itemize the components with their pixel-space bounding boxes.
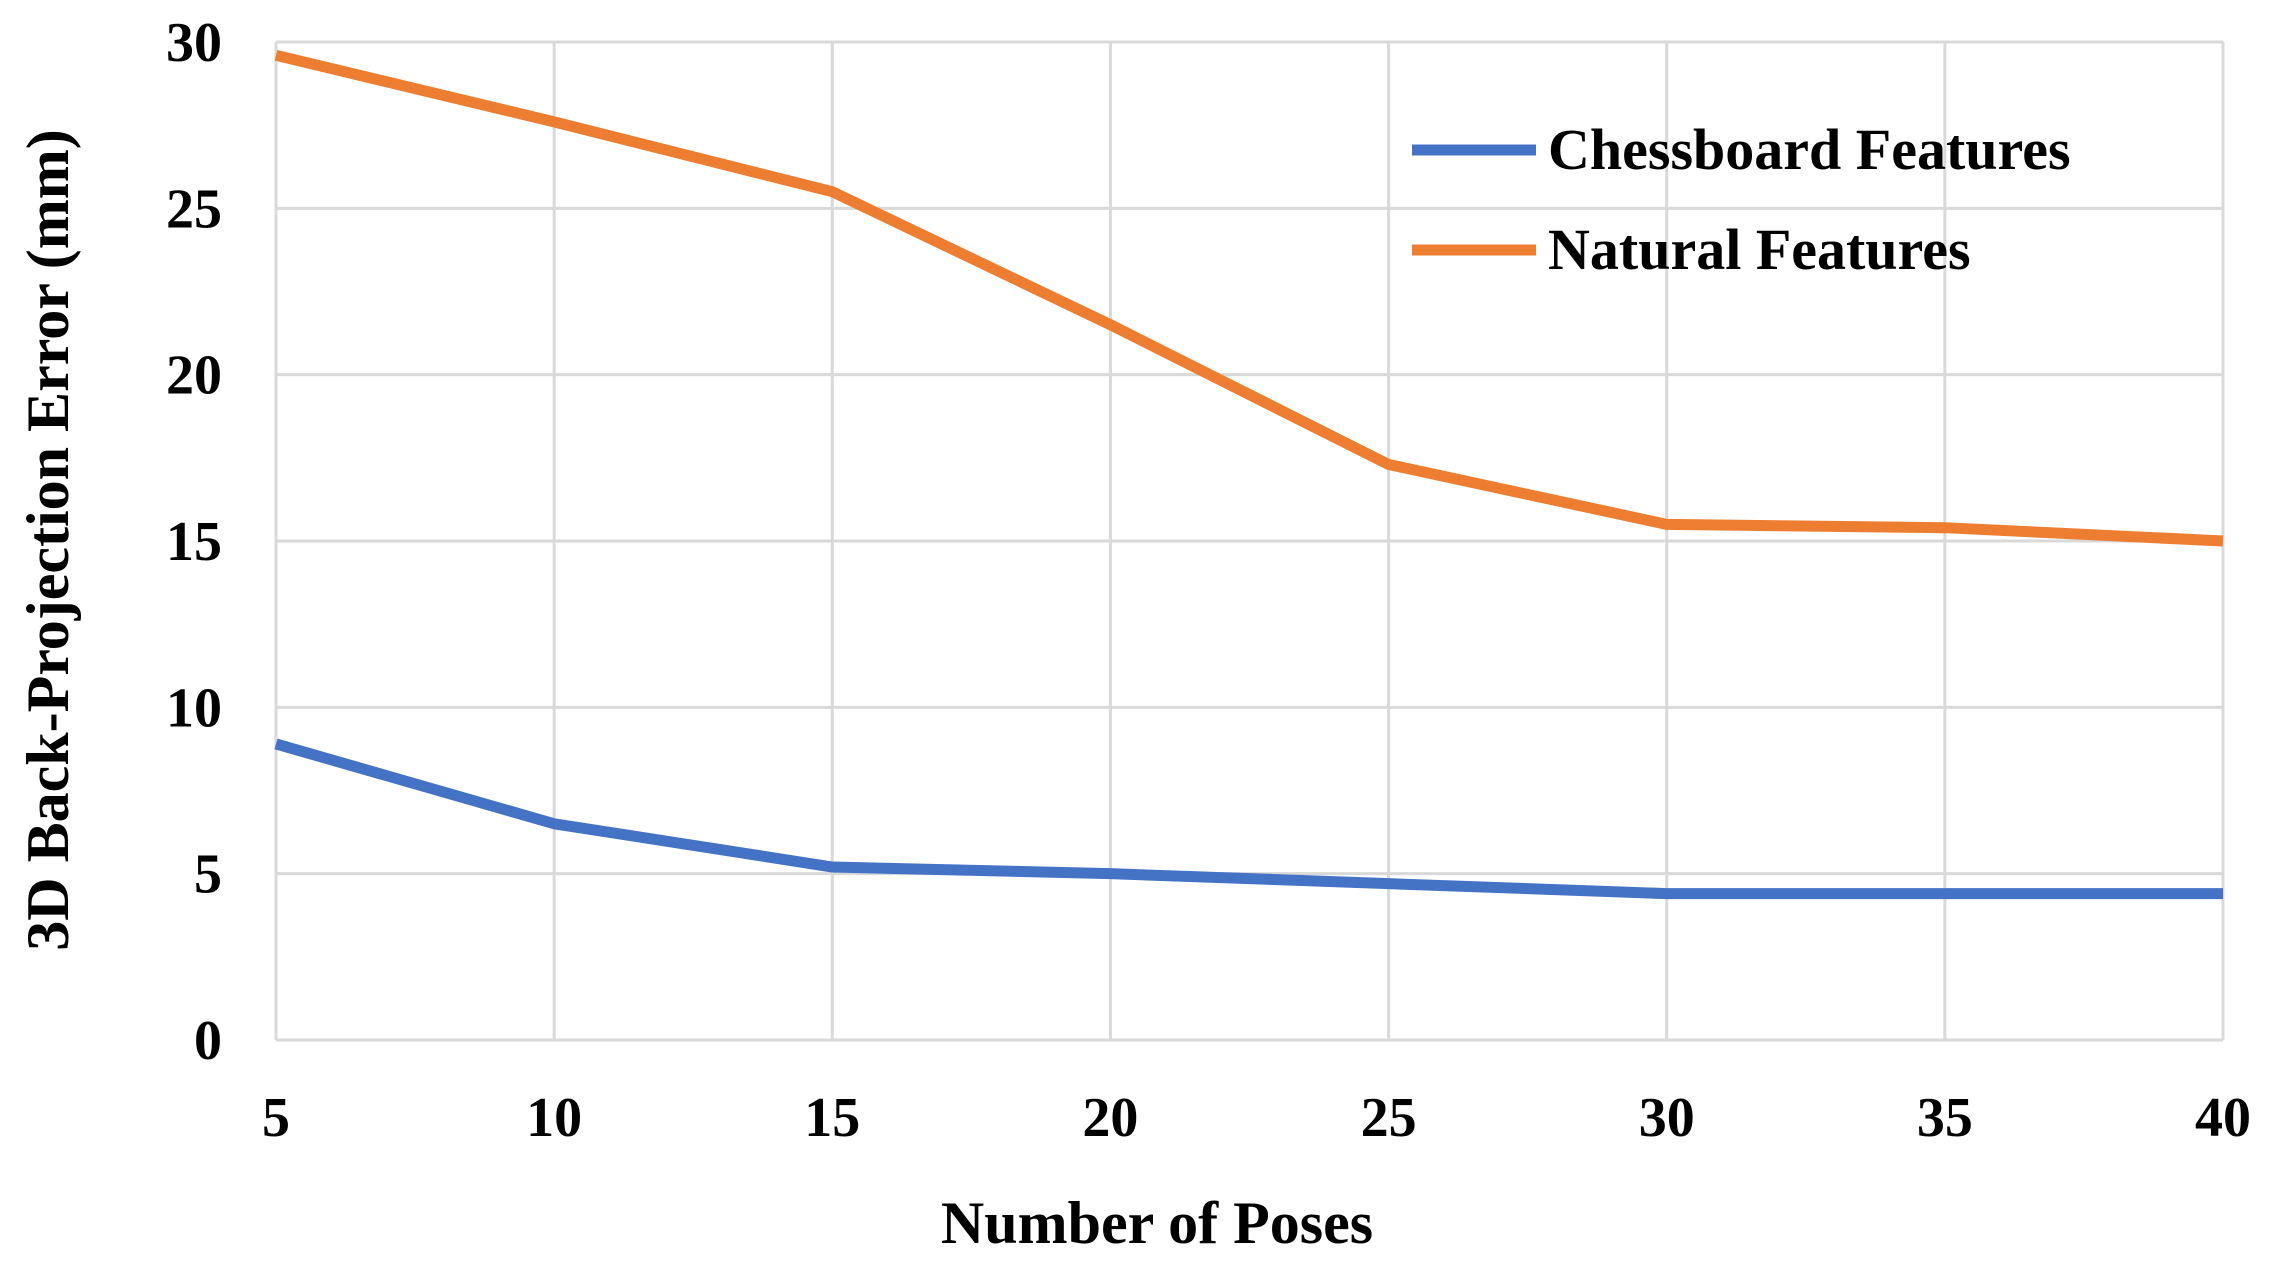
y-axis-title: 3D Back-Projection Error (mm) [15, 129, 81, 950]
y-tick-label-20: 20 [166, 345, 222, 407]
y-tick-label-30: 30 [166, 12, 222, 74]
x-tick-label-30: 30 [1639, 1087, 1695, 1149]
x-tick-label-25: 25 [1361, 1087, 1417, 1149]
y-tick-label-0: 0 [194, 1010, 222, 1072]
x-tick-label-40: 40 [2195, 1087, 2251, 1149]
gridlines [274, 40, 2225, 1042]
x-axis-title: Number of Poses [941, 1190, 1373, 1256]
legend-label-chessboard-features: Chessboard Features [1548, 117, 2071, 182]
legend: Chessboard Features Natural Features [1412, 117, 2071, 282]
x-tick-label-20: 20 [1082, 1087, 1138, 1149]
y-tick-label-10: 10 [166, 677, 222, 739]
x-tick-label-35: 35 [1917, 1087, 1973, 1149]
x-axis-tick-labels: 5 10 15 20 25 30 35 40 [262, 1087, 2251, 1149]
series-line-natural-features [274, 49, 2224, 547]
y-tick-label-5: 5 [194, 844, 222, 906]
series-line-chessboard-features [274, 738, 2223, 900]
x-tick-label-15: 15 [804, 1087, 860, 1149]
x-tick-label-5: 5 [262, 1087, 290, 1149]
y-tick-label-25: 25 [166, 178, 222, 240]
x-tick-label-10: 10 [526, 1087, 582, 1149]
y-tick-label-15: 15 [166, 511, 222, 573]
legend-label-natural-features: Natural Features [1548, 217, 1971, 282]
y-axis-tick-labels: 0 5 10 15 20 25 30 [166, 12, 222, 1072]
series-lines [274, 49, 2224, 900]
